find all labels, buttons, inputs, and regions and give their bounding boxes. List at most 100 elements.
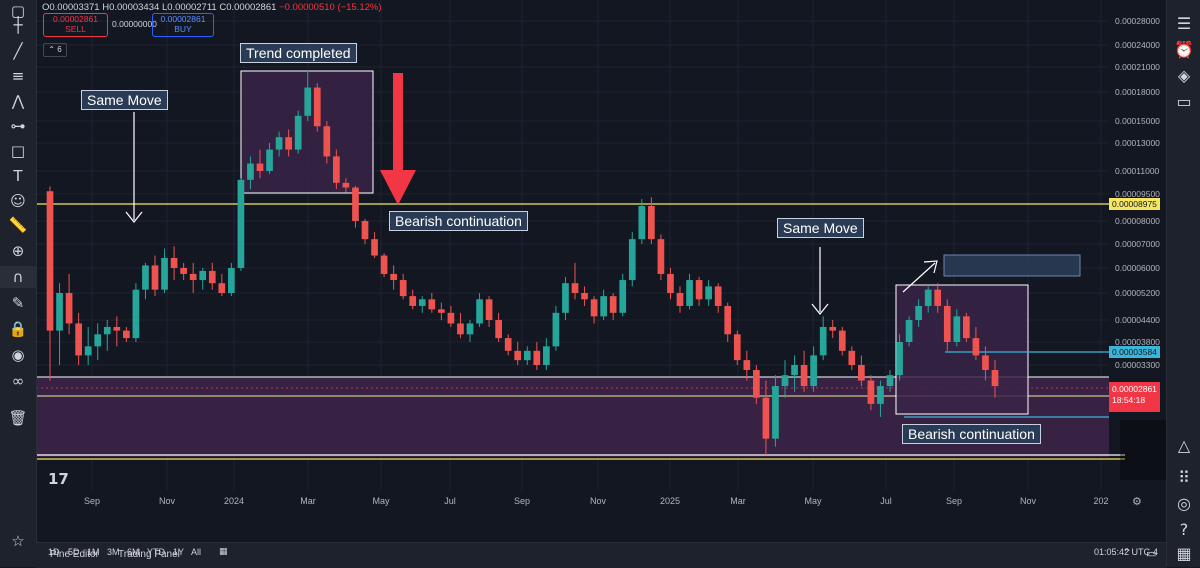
left-toolbar: ▢ ┼ ╱ ≡ ⋀ ⊶ □ T ☺ 📏 ⊕ ∩ ✎ 🔒 ◉ ∞ 🗑 ☆ bbox=[0, 0, 37, 567]
alert-icon[interactable]: ⏰ bbox=[1174, 39, 1194, 59]
price-tick-label: 0.00011000 bbox=[1115, 166, 1160, 176]
help-icon[interactable]: ? bbox=[1179, 519, 1189, 539]
candle-body bbox=[733, 334, 741, 361]
clock[interactable]: 01:05:42 UTC-4 bbox=[1094, 547, 1159, 557]
candle-body bbox=[476, 299, 483, 324]
magnet-icon[interactable]: ∩ bbox=[0, 266, 36, 288]
red-down-arrow bbox=[380, 73, 416, 205]
candle-body bbox=[504, 338, 512, 351]
candle-body bbox=[705, 286, 712, 300]
candle-body bbox=[199, 270, 207, 281]
time-tick-label: May bbox=[804, 496, 822, 506]
pattern-icon[interactable]: ⋀ bbox=[11, 92, 25, 110]
buy-label: BUY bbox=[174, 24, 192, 34]
chevron-up-icon[interactable]: ⌃ bbox=[1122, 546, 1133, 560]
lock-icon[interactable]: 🔒 bbox=[8, 320, 28, 338]
stay-drawing-icon[interactable]: ✎ bbox=[11, 294, 25, 312]
apps-icon[interactable]: ⠿ bbox=[1178, 467, 1190, 487]
indicators-toggle[interactable]: ⌃ 6 bbox=[43, 43, 67, 57]
maximize-icon[interactable]: ▭ bbox=[1146, 547, 1157, 560]
bar-countdown: 18:54:18 bbox=[1112, 395, 1146, 405]
candle-body bbox=[648, 206, 655, 240]
candle-body bbox=[189, 273, 197, 281]
link-icon[interactable]: ∞ bbox=[11, 372, 25, 390]
range-5d[interactable]: 5D bbox=[68, 547, 80, 557]
candle-body bbox=[676, 293, 684, 306]
candle-body bbox=[934, 289, 942, 306]
price-tick-label: 0.00005200 bbox=[1115, 288, 1160, 298]
time-tick-label: May bbox=[372, 496, 390, 506]
candle-body bbox=[323, 126, 331, 157]
fib-icon[interactable]: ≡ bbox=[11, 67, 25, 85]
candle-body bbox=[877, 386, 884, 404]
price-tick-label: 0.00009500 bbox=[1115, 189, 1160, 199]
calendar-icon[interactable]: ▦ bbox=[219, 547, 228, 557]
price-tick-label: 0.00006000 bbox=[1115, 263, 1160, 273]
same-move-label-1: Same Move bbox=[81, 90, 168, 110]
candle-body bbox=[75, 323, 82, 356]
price-tick-label: 0.00004400 bbox=[1115, 315, 1160, 325]
settings-gear-icon[interactable]: ⚙ bbox=[1132, 495, 1142, 508]
candle-body bbox=[342, 182, 350, 188]
trend-line-icon[interactable]: ╱ bbox=[13, 42, 23, 60]
candle-body bbox=[94, 334, 102, 347]
candle-body bbox=[161, 257, 168, 290]
time-tick-label: Mar bbox=[730, 496, 746, 506]
candle-body bbox=[409, 296, 417, 306]
chat-icon[interactable]: ▭ bbox=[1176, 91, 1192, 111]
candle-body bbox=[247, 163, 254, 180]
emoji-icon[interactable]: ☺ bbox=[10, 192, 26, 210]
candle-body bbox=[819, 326, 827, 356]
same-move-arrow-1 bbox=[125, 112, 143, 223]
range-3m[interactable]: 3M bbox=[107, 547, 120, 557]
tab-pine-editor[interactable]: Pine Editor bbox=[50, 549, 99, 560]
candle-body bbox=[896, 342, 903, 376]
range-1y[interactable]: 1Y bbox=[173, 547, 185, 557]
candle-body bbox=[495, 320, 502, 339]
candle-body bbox=[858, 365, 865, 381]
eye-icon[interactable]: ◉ bbox=[11, 346, 25, 364]
range-all[interactable]: All bbox=[191, 547, 202, 557]
candle-body bbox=[753, 370, 760, 398]
right-toolbar: ☰ ⏰ ◈ ▭ △ ⠿ ◎ ? ▦ bbox=[1166, 0, 1200, 567]
trash-icon[interactable]: 🗑 bbox=[8, 409, 28, 427]
candle-body bbox=[772, 386, 779, 439]
star-icon[interactable]: ☆ bbox=[11, 532, 25, 550]
range-1m[interactable]: 1M bbox=[87, 547, 100, 557]
buy-button[interactable]: 0.00002861 BUY bbox=[152, 13, 214, 37]
grid-icon[interactable]: ▦ bbox=[1176, 543, 1192, 563]
candle-body bbox=[390, 273, 397, 281]
ohlc-low: L0.00002711 bbox=[161, 2, 217, 13]
candle-body bbox=[180, 268, 187, 274]
range-ytd[interactable]: YTD bbox=[147, 547, 165, 557]
text-icon[interactable]: T bbox=[13, 167, 23, 185]
range-1d[interactable]: 1D bbox=[48, 547, 60, 557]
price-tick-label: 0.00003300 bbox=[1115, 360, 1160, 370]
candle-body bbox=[113, 326, 121, 331]
candle-body bbox=[562, 283, 569, 313]
signal-icon[interactable]: ◎ bbox=[1177, 493, 1191, 513]
watchlist-icon[interactable]: ☰ bbox=[1176, 13, 1192, 33]
sell-button[interactable]: 0.00002861 SELL bbox=[43, 13, 108, 37]
price-tick-label: 0.00013000 bbox=[1115, 138, 1160, 148]
trend-completed-label: Trend completed bbox=[240, 43, 357, 63]
tab-trading-panel[interactable]: Trading Panel bbox=[118, 549, 180, 560]
triangle-icon[interactable]: △ bbox=[1177, 435, 1191, 455]
crosshair-icon[interactable]: ┼ bbox=[13, 16, 23, 34]
forecast-icon[interactable]: ⊶ bbox=[10, 117, 26, 135]
layers-icon[interactable]: ◈ bbox=[1177, 65, 1191, 85]
time-tick-label: Sep bbox=[513, 496, 531, 506]
candle-body bbox=[103, 326, 111, 335]
candle-body bbox=[418, 299, 426, 306]
zoom-icon[interactable]: ⊕ bbox=[11, 242, 25, 260]
candle-body bbox=[781, 375, 789, 387]
menu-icon[interactable]: ▢ bbox=[10, 2, 26, 20]
candle-body bbox=[762, 397, 770, 439]
shapes-icon[interactable]: □ bbox=[10, 142, 26, 160]
time-tick-label: Jul bbox=[880, 496, 892, 506]
price-tick-label: 0.00021000 bbox=[1115, 62, 1160, 72]
ruler-icon[interactable]: 📏 bbox=[8, 216, 28, 234]
range-6m[interactable]: 6M bbox=[127, 547, 140, 557]
price-tick-label: 0.00024000 bbox=[1115, 40, 1160, 50]
